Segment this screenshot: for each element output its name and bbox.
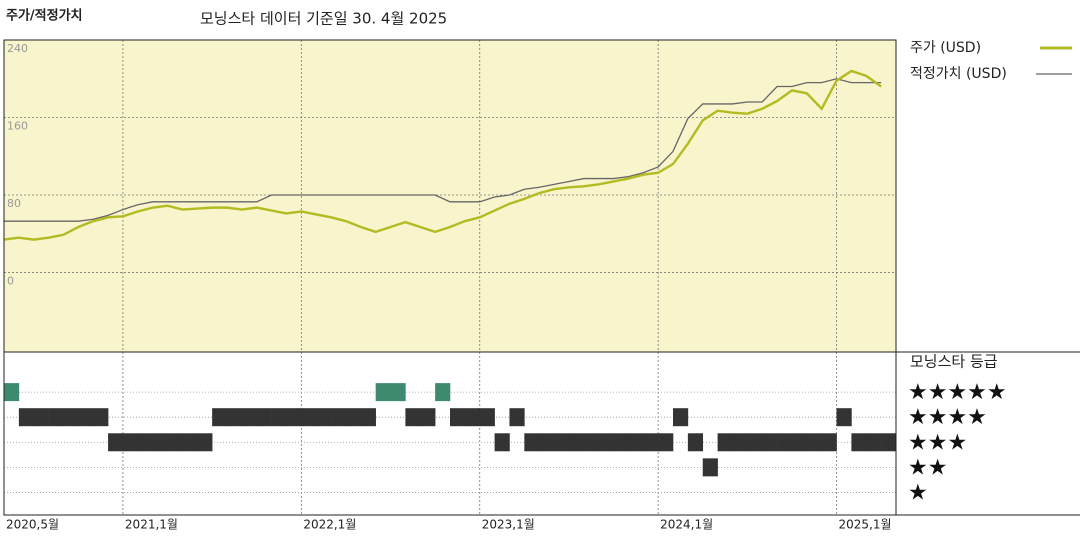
rating-bar bbox=[673, 408, 689, 427]
rating-bar bbox=[821, 433, 837, 452]
rating-bar bbox=[375, 383, 391, 402]
x-tick-label: 2025,1월 bbox=[839, 518, 892, 532]
rating-bar bbox=[137, 433, 153, 452]
rating-bar bbox=[108, 433, 124, 452]
rating-bar bbox=[286, 408, 302, 427]
x-tick-label: 2024,1월 bbox=[660, 518, 713, 532]
y-tick-label: 80 bbox=[7, 197, 21, 210]
series-line bbox=[4, 78, 882, 222]
rating-bar bbox=[93, 408, 109, 427]
rating-bar bbox=[791, 433, 808, 452]
y-tick-label: 160 bbox=[7, 120, 28, 133]
rating-bar bbox=[747, 433, 763, 452]
chart-title: 주가/적정가치 bbox=[6, 8, 83, 24]
rating-bar bbox=[212, 408, 228, 427]
rating-bar bbox=[122, 433, 139, 452]
rating-bar bbox=[598, 433, 614, 452]
rating-bar bbox=[539, 433, 555, 452]
rating-bar bbox=[227, 408, 243, 427]
rating-label: ★★★ bbox=[908, 430, 967, 455]
rating-bar bbox=[345, 408, 362, 427]
rating-bar bbox=[152, 433, 168, 452]
rating-bar bbox=[316, 408, 332, 427]
rating-bar bbox=[256, 408, 272, 427]
legend-label: 적정가치 (USD) bbox=[910, 66, 1007, 82]
rating-bar bbox=[568, 433, 585, 452]
rating-bar bbox=[360, 408, 376, 427]
x-tick-label: 2023,1월 bbox=[482, 518, 535, 532]
rating-bar bbox=[241, 408, 258, 427]
legend-label: 주가 (USD) bbox=[910, 40, 981, 56]
rating-bar bbox=[643, 433, 659, 452]
rating-title: 모닝스타 등급 bbox=[910, 353, 998, 371]
rating-bar bbox=[717, 433, 733, 452]
rating-bar bbox=[18, 408, 35, 427]
rating-bar bbox=[628, 433, 644, 452]
rating-bar bbox=[271, 408, 287, 427]
rating-bar bbox=[836, 408, 852, 427]
rating-bar bbox=[881, 433, 897, 452]
rating-bar bbox=[435, 383, 451, 402]
rating-bar bbox=[509, 408, 525, 427]
chart-subtitle: 모닝스타 데이터 기준일 30. 4월 2025 bbox=[200, 10, 447, 28]
rating-bar bbox=[420, 408, 436, 427]
rating-bar bbox=[554, 433, 570, 452]
rating-bar bbox=[4, 383, 20, 402]
rating-bar bbox=[405, 408, 421, 427]
rating-bar bbox=[613, 433, 629, 452]
rating-bar bbox=[851, 433, 867, 452]
rating-bar bbox=[301, 408, 317, 427]
rating-bar bbox=[479, 408, 495, 427]
rating-bar bbox=[702, 458, 718, 477]
rating-bar bbox=[197, 433, 213, 452]
rating-bar bbox=[762, 433, 778, 452]
rating-bar bbox=[78, 408, 94, 427]
rating-bar bbox=[494, 433, 510, 452]
rating-bar bbox=[687, 433, 704, 452]
rating-label: ★★★★★ bbox=[908, 380, 1007, 405]
rating-bar bbox=[806, 433, 822, 452]
rating-bar bbox=[464, 408, 481, 427]
rating-bar bbox=[866, 433, 882, 452]
rating-bar bbox=[390, 383, 406, 402]
x-tick-label: 2020,5월 bbox=[6, 518, 59, 532]
rating-bar bbox=[48, 408, 64, 427]
rating-bar bbox=[732, 433, 748, 452]
plot-background bbox=[4, 40, 896, 352]
x-tick-label: 2021,1월 bbox=[125, 518, 178, 532]
rating-label: ★★ bbox=[908, 455, 947, 480]
rating-bar bbox=[777, 433, 793, 452]
rating-bar bbox=[524, 433, 540, 452]
rating-bar bbox=[331, 408, 347, 427]
plot-frame bbox=[3, 39, 897, 516]
rating-bar bbox=[167, 433, 183, 452]
rating-bar bbox=[182, 433, 198, 452]
rating-bar bbox=[583, 433, 599, 452]
series-line bbox=[3, 69, 882, 241]
rating-label: ★ bbox=[908, 480, 928, 505]
y-tick-label: 0 bbox=[7, 275, 14, 288]
y-tick-label: 240 bbox=[7, 42, 28, 55]
rating-bar bbox=[63, 408, 79, 427]
rating-bar bbox=[450, 408, 466, 427]
x-tick-label: 2022,1월 bbox=[303, 518, 356, 532]
rating-bar bbox=[33, 408, 49, 427]
rating-bar bbox=[658, 433, 674, 452]
rating-label: ★★★★ bbox=[908, 405, 987, 430]
